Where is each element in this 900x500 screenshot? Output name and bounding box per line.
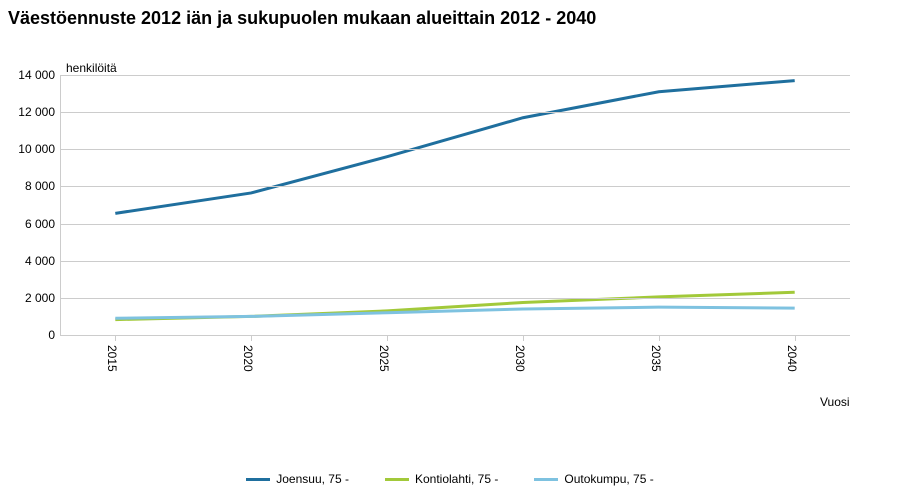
x-tick-label: 2015 [105, 345, 119, 372]
gridline [60, 261, 850, 262]
x-axis-title: Vuosi [820, 395, 850, 409]
legend-swatch [246, 478, 270, 481]
y-axis-unit-label: henkilöitä [66, 61, 117, 75]
legend-label: Outokumpu, 75 - [564, 472, 653, 486]
series-line [115, 307, 794, 318]
x-tick [251, 335, 252, 341]
gridline [60, 298, 850, 299]
x-tick-label: 2020 [241, 345, 255, 372]
legend-item: Kontiolahti, 75 - [385, 472, 498, 486]
x-tick-label: 2030 [513, 345, 527, 372]
x-tick-label: 2040 [785, 345, 799, 372]
y-tick-label: 12 000 [5, 105, 55, 119]
legend-item: Outokumpu, 75 - [534, 472, 653, 486]
x-tick-label: 2025 [377, 345, 391, 372]
legend-swatch [385, 478, 409, 481]
x-tick-label: 2035 [649, 345, 663, 372]
gridline [60, 112, 850, 113]
gridline [60, 149, 850, 150]
legend-item: Joensuu, 75 - [246, 472, 349, 486]
chart-title: Väestöennuste 2012 iän ja sukupuolen muk… [0, 0, 900, 33]
x-tick [795, 335, 796, 341]
gridline [60, 75, 850, 76]
y-tick-label: 8 000 [5, 179, 55, 193]
gridline [60, 186, 850, 187]
legend-label: Kontiolahti, 75 - [415, 472, 498, 486]
legend-label: Joensuu, 75 - [276, 472, 349, 486]
legend-swatch [534, 478, 558, 481]
series-line [115, 81, 794, 214]
legend: Joensuu, 75 - Kontiolahti, 75 - Outokumpu,… [0, 462, 900, 500]
plot-svg [0, 33, 900, 453]
y-tick-label: 14 000 [5, 68, 55, 82]
y-tick-label: 4 000 [5, 254, 55, 268]
gridline [60, 224, 850, 225]
x-tick [523, 335, 524, 341]
y-tick-label: 2 000 [5, 291, 55, 305]
gridline [60, 335, 850, 336]
y-tick-label: 0 [5, 328, 55, 342]
y-tick-label: 10 000 [5, 142, 55, 156]
y-tick-label: 6 000 [5, 217, 55, 231]
y-axis-line [60, 75, 61, 335]
x-tick [387, 335, 388, 341]
x-tick [115, 335, 116, 341]
x-tick [659, 335, 660, 341]
chart-container: henkilöitä Vuosi 0 2 000 4 000 6 000 8 000 10… [0, 33, 900, 453]
